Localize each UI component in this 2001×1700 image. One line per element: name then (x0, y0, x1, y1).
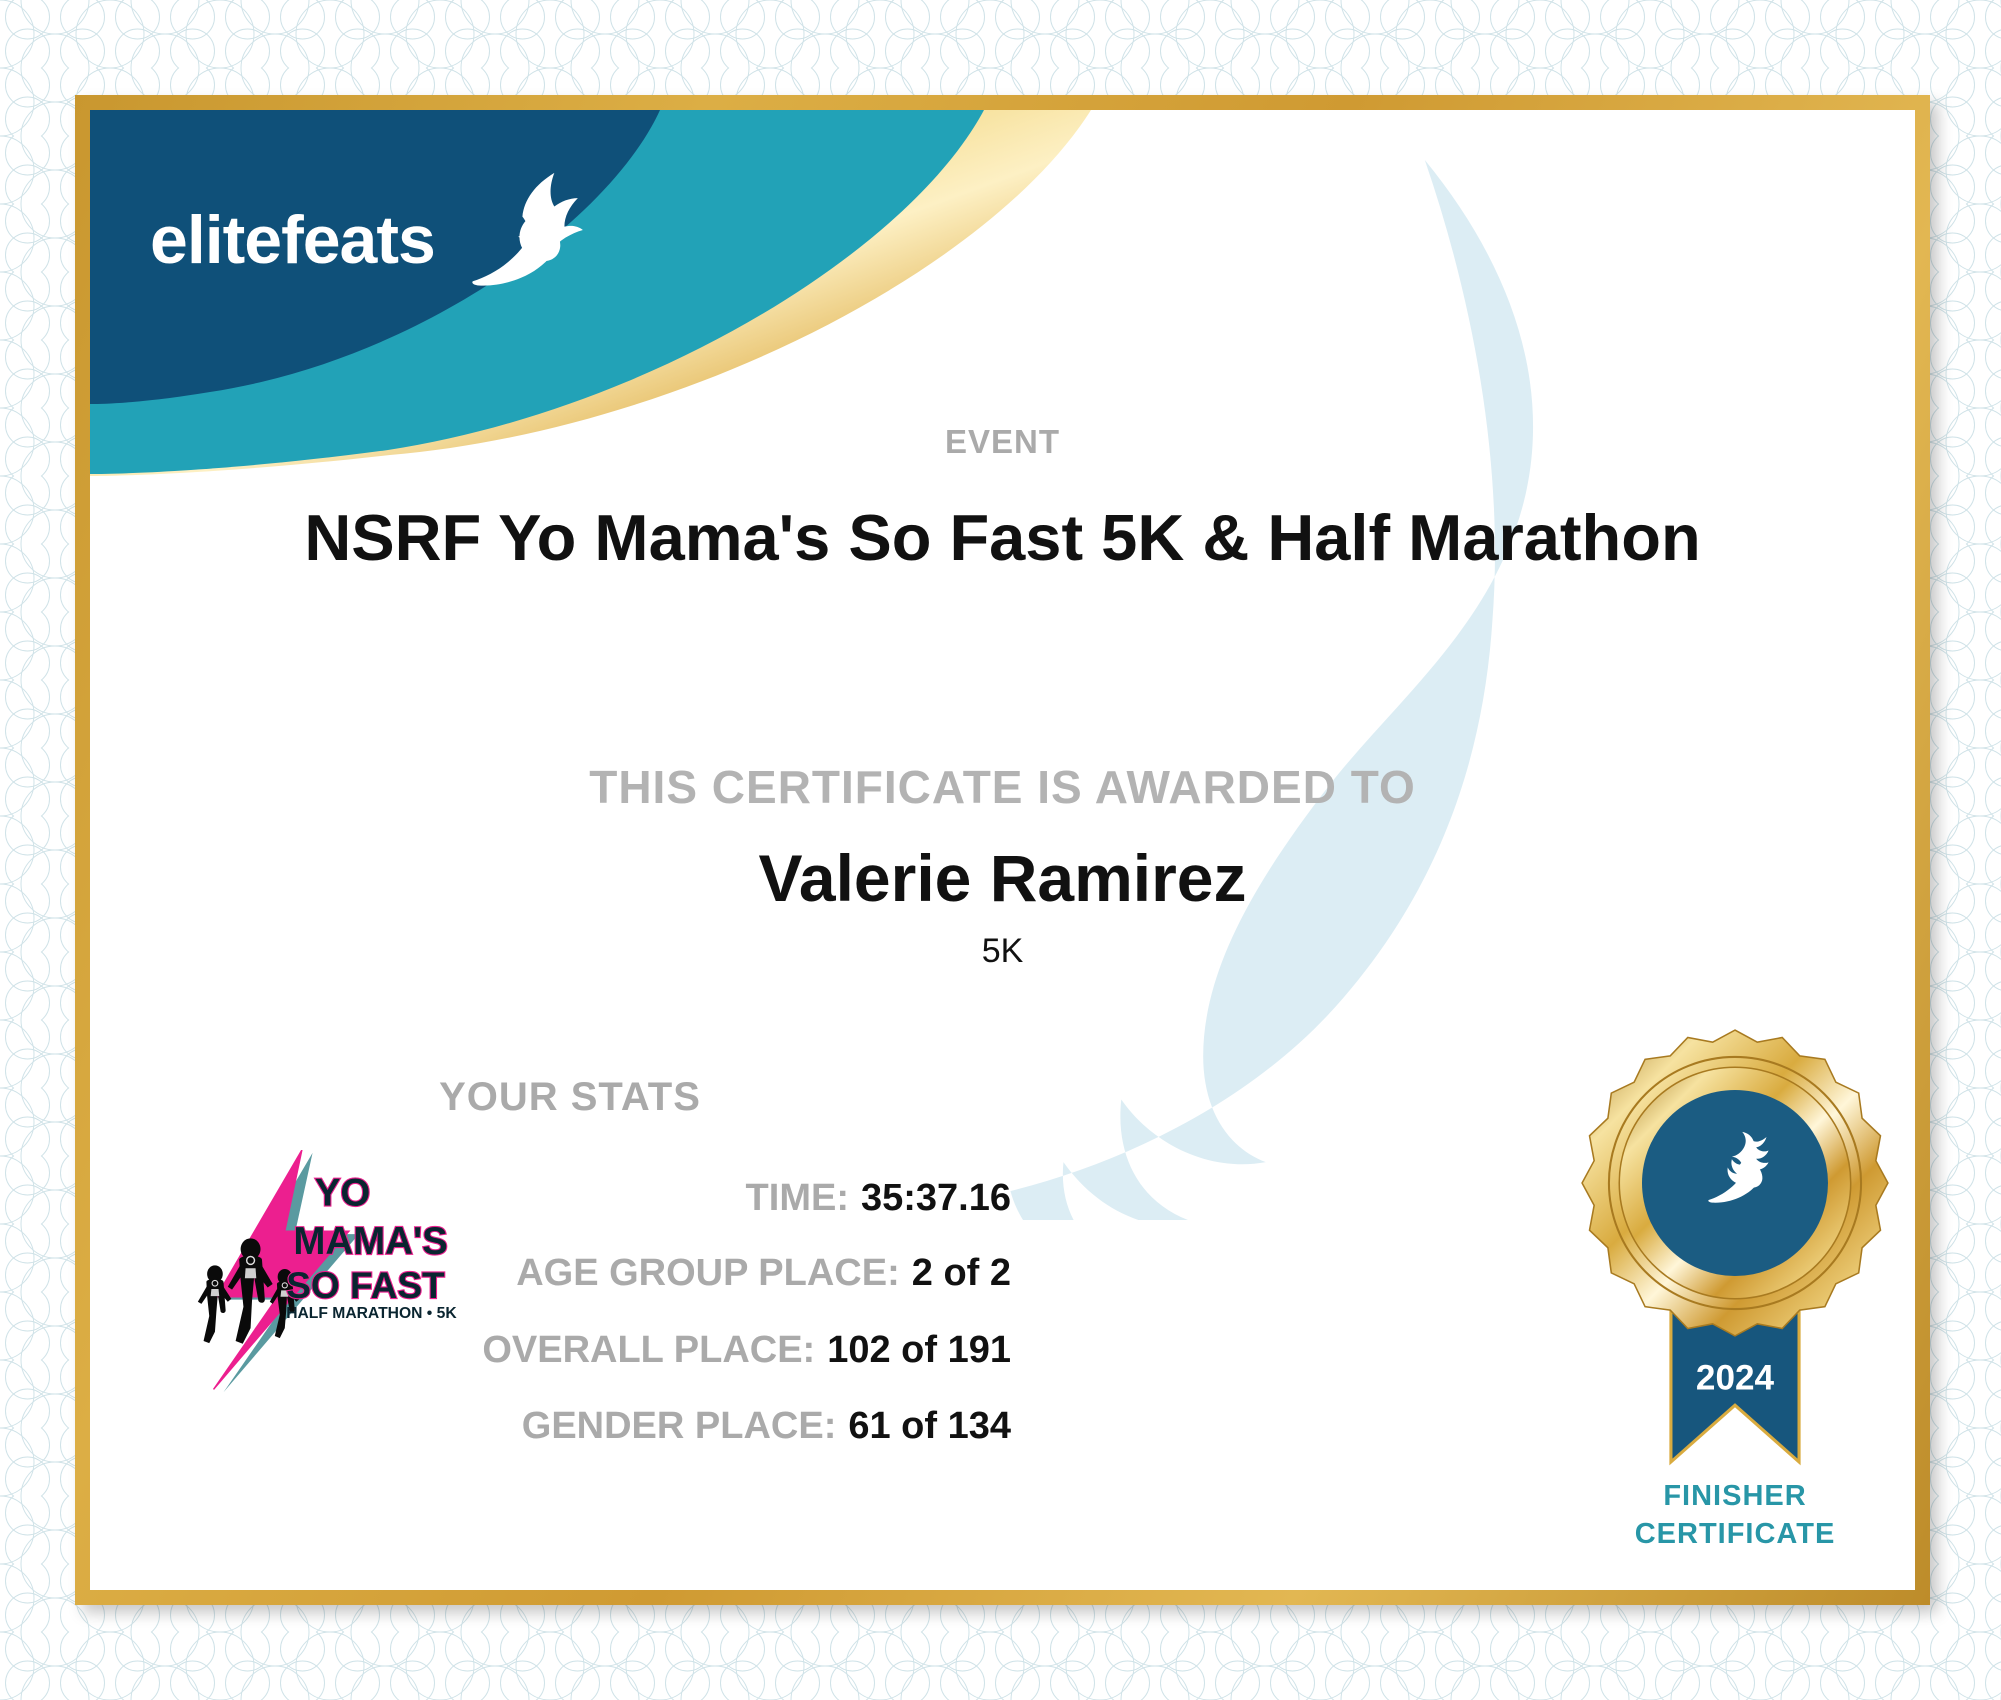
svg-text:HALF MARATHON • 5K: HALF MARATHON • 5K (286, 1305, 457, 1322)
svg-text:MAMA'S: MAMA'S (293, 1220, 447, 1263)
svg-text:2024: 2024 (1696, 1359, 1775, 1398)
svg-text:YO: YO (315, 1172, 371, 1215)
svg-text:SO FAST: SO FAST (286, 1264, 445, 1306)
